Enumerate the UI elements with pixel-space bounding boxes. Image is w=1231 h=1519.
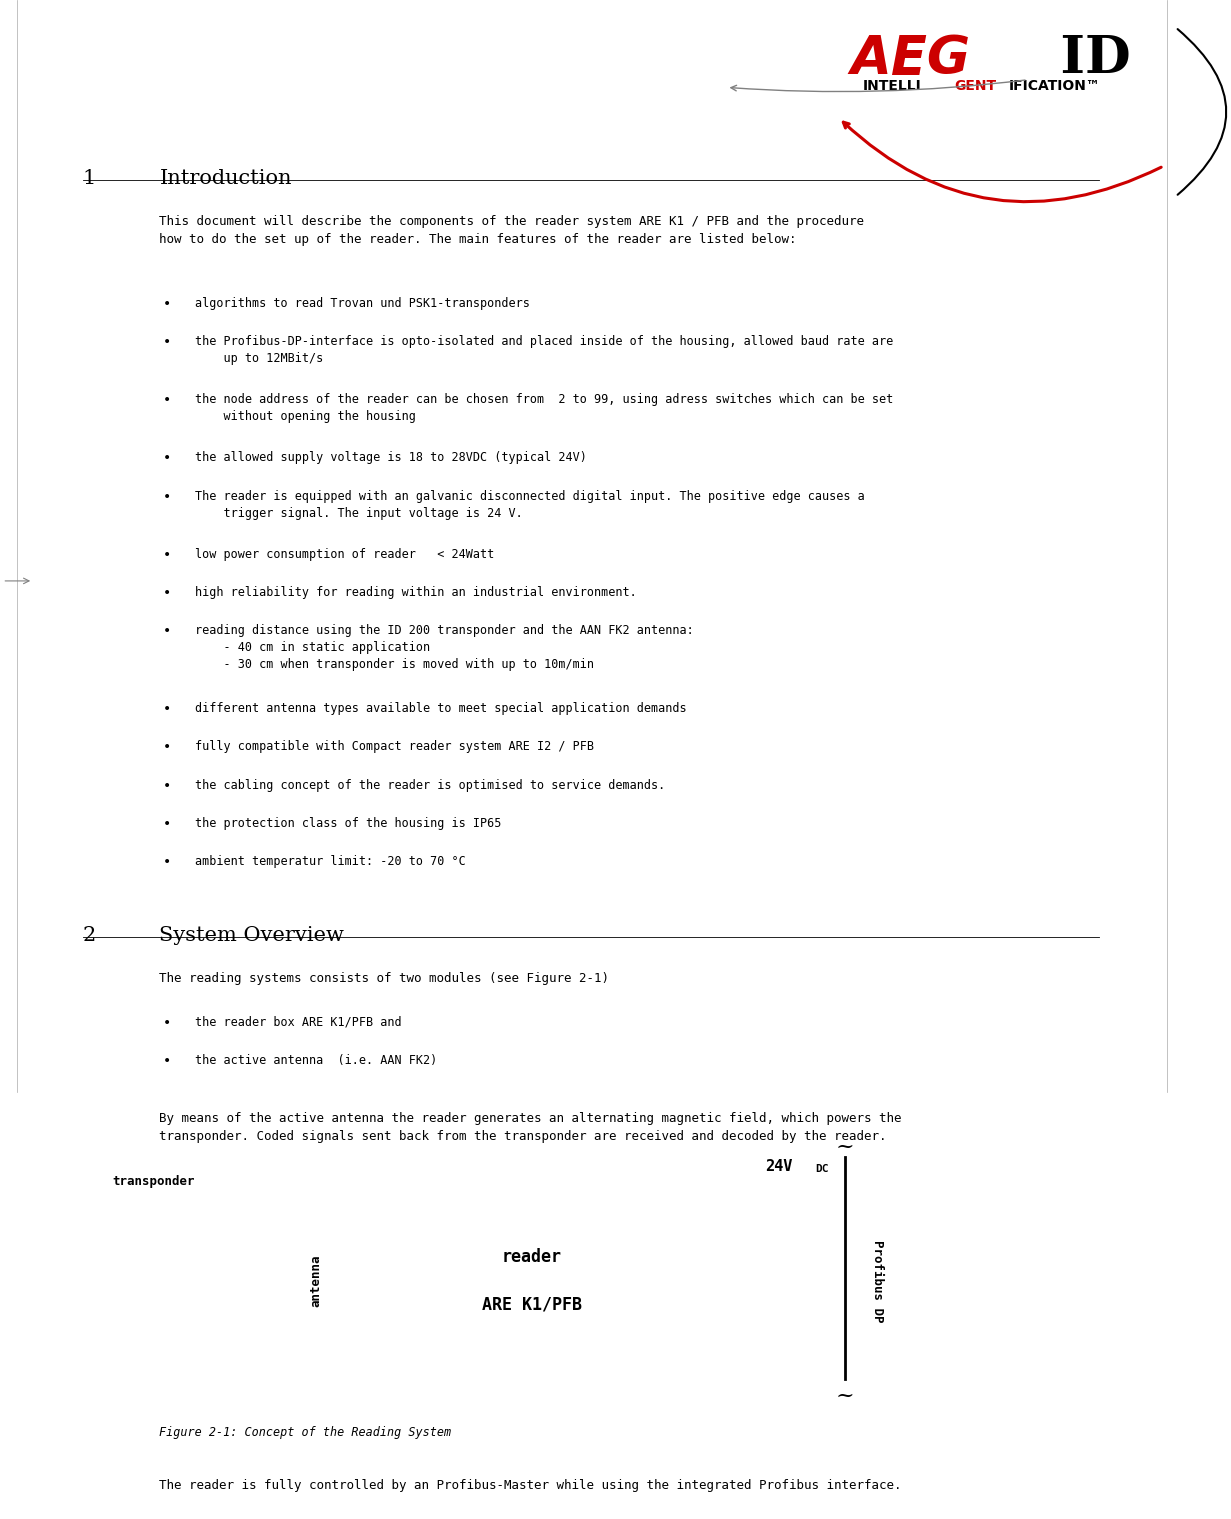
Text: The reading systems consists of two modules (see Figure 2-1): The reading systems consists of two modu…: [160, 972, 609, 984]
Text: the cabling concept of the reader is optimised to service demands.: the cabling concept of the reader is opt…: [194, 779, 665, 791]
Text: Figure 2-1: Concept of the Reading System: Figure 2-1: Concept of the Reading Syste…: [160, 1426, 452, 1438]
Text: GENT: GENT: [954, 79, 997, 93]
Text: fully compatible with Compact reader system ARE I2 / PFB: fully compatible with Compact reader sys…: [194, 740, 593, 753]
Text: •: •: [162, 489, 171, 504]
Text: ID: ID: [1041, 33, 1131, 84]
Text: ~: ~: [836, 1136, 854, 1157]
Text: •: •: [162, 702, 171, 715]
Text: the protection class of the housing is IP65: the protection class of the housing is I…: [194, 817, 501, 829]
Text: high reliability for reading within an industrial environment.: high reliability for reading within an i…: [194, 586, 636, 598]
Text: •: •: [162, 298, 171, 311]
Text: Profibus DP: Profibus DP: [870, 1240, 884, 1322]
Text: The reader is fully controlled by an Profibus-Master while using the integrated : The reader is fully controlled by an Pro…: [160, 1478, 902, 1492]
Text: By means of the active antenna the reader generates an alternating magnetic fiel: By means of the active antenna the reade…: [160, 1112, 902, 1142]
Text: •: •: [162, 1016, 171, 1030]
Text: the allowed supply voltage is 18 to 28VDC (typical 24V): the allowed supply voltage is 18 to 28VD…: [194, 451, 587, 465]
Text: reader: reader: [501, 1247, 561, 1265]
Circle shape: [729, 1161, 760, 1189]
Text: •: •: [162, 451, 171, 465]
Text: algorithms to read Trovan und PSK1-transponders: algorithms to read Trovan und PSK1-trans…: [194, 298, 529, 310]
Text: the Profibus-DP-interface is opto-isolated and placed inside of the housing, all: the Profibus-DP-interface is opto-isolat…: [194, 336, 894, 365]
Text: ambient temperatur limit: -20 to 70 °C: ambient temperatur limit: -20 to 70 °C: [194, 855, 465, 867]
Text: transponder: transponder: [112, 1176, 194, 1188]
Text: AEG: AEG: [851, 33, 971, 85]
Text: System Overview: System Overview: [160, 927, 345, 945]
Text: •: •: [162, 779, 171, 793]
Text: INTELLI: INTELLI: [863, 79, 921, 93]
Text: •: •: [162, 855, 171, 869]
Text: •: •: [162, 740, 171, 755]
Text: IFICATION™: IFICATION™: [1009, 79, 1101, 93]
Text: 1: 1: [82, 169, 96, 188]
Text: 2: 2: [82, 927, 96, 945]
Text: the reader box ARE K1/PFB and: the reader box ARE K1/PFB and: [194, 1016, 401, 1028]
Text: •: •: [162, 336, 171, 349]
Text: •: •: [162, 624, 171, 638]
Text: the active antenna  (i.e. AAN FK2): the active antenna (i.e. AAN FK2): [194, 1054, 437, 1066]
Text: The reader is equipped with an galvanic disconnected digital input. The positive: The reader is equipped with an galvanic …: [194, 489, 864, 519]
Text: ARE K1/PFB: ARE K1/PFB: [481, 1296, 581, 1314]
Text: low power consumption of reader   < 24Watt: low power consumption of reader < 24Watt: [194, 548, 494, 561]
Text: DC: DC: [815, 1164, 828, 1174]
Text: •: •: [162, 393, 171, 407]
Text: the node address of the reader can be chosen from  2 to 99, using adress switche: the node address of the reader can be ch…: [194, 393, 894, 424]
Text: •: •: [162, 1054, 171, 1068]
Bar: [384, 1198, 680, 1363]
Text: •: •: [162, 548, 171, 562]
Text: This document will describe the components of the reader system ARE K1 / PFB and: This document will describe the componen…: [160, 216, 864, 246]
Text: 24V: 24V: [766, 1159, 793, 1174]
Text: Introduction: Introduction: [160, 169, 292, 188]
Text: reading distance using the ID 200 transponder and the AAN FK2 antenna:
    - 40 : reading distance using the ID 200 transp…: [194, 624, 694, 671]
Circle shape: [121, 1256, 187, 1317]
Text: •: •: [162, 817, 171, 831]
Text: •: •: [162, 586, 171, 600]
Bar: [254, 1198, 348, 1363]
Text: antenna: antenna: [309, 1255, 323, 1308]
Text: ~: ~: [836, 1384, 854, 1407]
Circle shape: [734, 1165, 755, 1185]
Circle shape: [142, 1276, 165, 1297]
Text: different antenna types available to meet special application demands: different antenna types available to mee…: [194, 702, 687, 715]
